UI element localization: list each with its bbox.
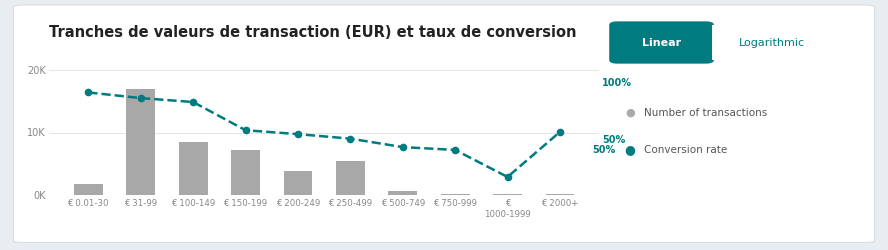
Bar	[493, 194, 522, 195]
Bar	[74, 184, 103, 195]
FancyBboxPatch shape	[610, 22, 713, 63]
Bar	[283, 171, 313, 195]
Bar	[440, 194, 470, 195]
Text: Tranches de valeurs de transaction (EUR) et taux de conversion: Tranches de valeurs de transaction (EUR)…	[49, 25, 576, 40]
Text: Number of transactions: Number of transactions	[644, 108, 767, 118]
Text: ●: ●	[625, 108, 635, 118]
Bar	[178, 142, 208, 195]
Bar	[126, 89, 155, 195]
Text: Conversion rate: Conversion rate	[644, 145, 727, 155]
Text: Linear: Linear	[642, 38, 681, 48]
FancyBboxPatch shape	[705, 24, 839, 61]
Bar	[231, 150, 260, 195]
Text: Logarithmic: Logarithmic	[739, 38, 805, 48]
Text: 50%: 50%	[592, 145, 615, 155]
Text: ●: ●	[624, 144, 635, 156]
Bar	[336, 161, 365, 195]
Bar	[545, 194, 575, 195]
Bar	[388, 190, 417, 195]
